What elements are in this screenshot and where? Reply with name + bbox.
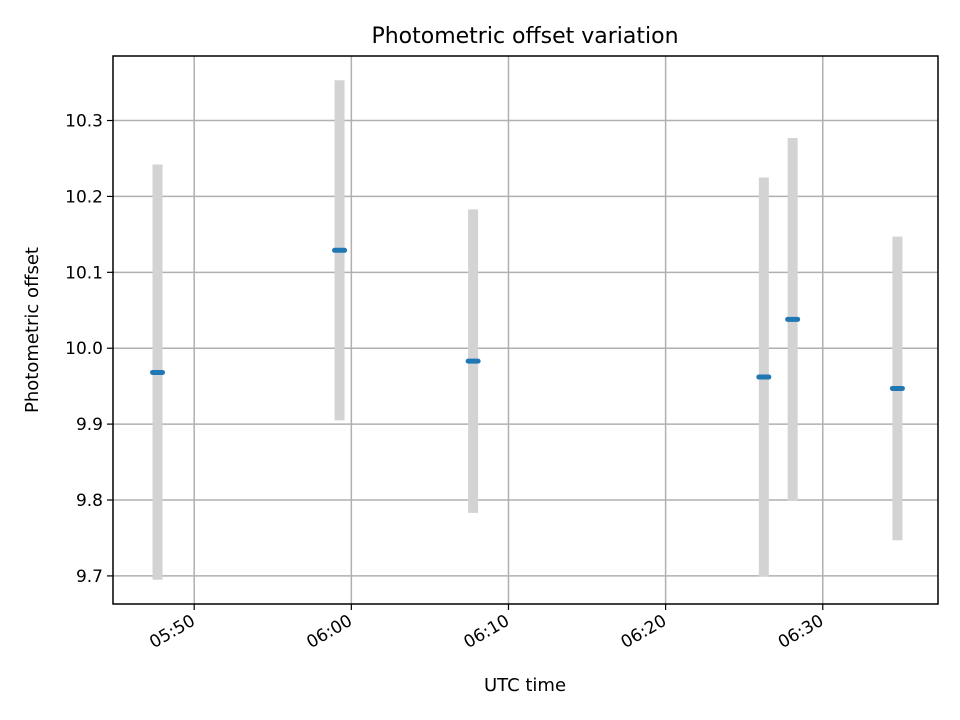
- x-tick-label: 06:10: [461, 611, 513, 653]
- x-tick-label: 05:50: [146, 611, 198, 653]
- y-tick-label: 9.8: [76, 491, 103, 511]
- y-tick-label: 9.9: [76, 415, 103, 435]
- y-tick-label: 10.0: [65, 339, 103, 359]
- x-tick-label: 06:00: [303, 611, 355, 653]
- y-tick-label: 9.7: [76, 567, 103, 587]
- y-tick-label: 10.2: [65, 187, 103, 207]
- chart-title: Photometric offset variation: [371, 24, 678, 49]
- x-tick-label: 06:20: [618, 611, 670, 653]
- data-points: [150, 247, 905, 391]
- x-axis-label: UTC time: [484, 675, 566, 696]
- y-axis-label: Photometric offset: [22, 247, 43, 413]
- x-tick-label: 06:30: [775, 611, 827, 653]
- plot-area: [112, 55, 939, 605]
- y-tick-label: 10.1: [65, 263, 103, 283]
- x-axis: 05:50 06:00 06:10 06:20 06:30: [146, 604, 827, 653]
- y-axis: 9.7 9.8 9.9 10.0 10.1 10.2 10.3: [65, 112, 113, 587]
- grid: [113, 56, 938, 604]
- y-tick-label: 10.3: [65, 112, 103, 132]
- error-bars: [152, 80, 903, 580]
